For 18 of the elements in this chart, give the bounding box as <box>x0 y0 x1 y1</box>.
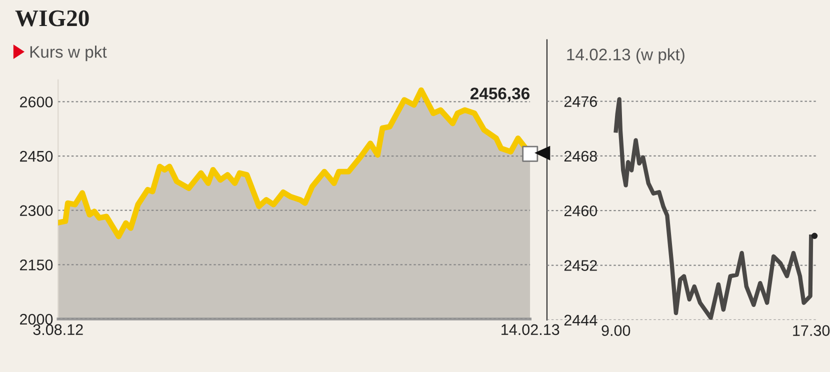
y-tick-label: 2150 <box>20 260 53 270</box>
y-tick-label: 2600 <box>20 96 53 108</box>
x-tick-label: 17.30 <box>793 325 830 336</box>
y-tick-label: 2468 <box>564 150 597 162</box>
y-tick-label: 2000 <box>20 314 53 325</box>
chart-subtitle: Kurs w pkt <box>30 46 107 62</box>
y-tick-label: 2450 <box>20 150 53 162</box>
x-tick-label: 3.08.12 <box>33 324 83 336</box>
y-tick-label: 2460 <box>564 205 598 216</box>
y-tick-label: 2476 <box>564 96 597 107</box>
chart-title: WIG20 <box>15 10 89 26</box>
y-tick-label: 2452 <box>564 260 597 271</box>
y-tick-label: 2300 <box>20 205 53 216</box>
x-tick-label: 9.00 <box>602 325 630 336</box>
x-tick-label: 14.02.13 <box>502 324 560 336</box>
y-tick-label: 2444 <box>564 314 598 326</box>
chart-title: 14.02.13 (w pkt) <box>567 48 684 64</box>
annotation: 2456,36 <box>470 88 530 102</box>
